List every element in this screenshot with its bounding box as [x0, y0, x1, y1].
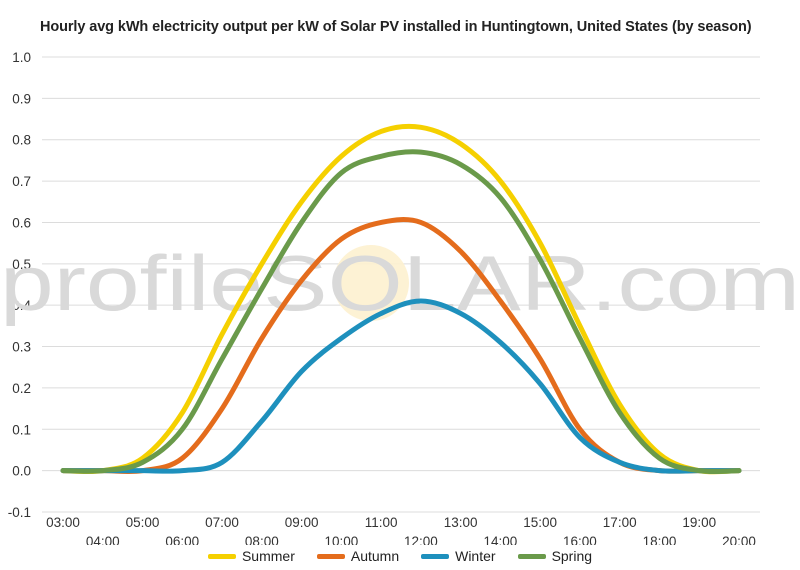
x-tick-label: 04:00 — [86, 534, 120, 545]
x-tick-label: 08:00 — [245, 534, 279, 545]
legend-label: Autumn — [350, 548, 400, 564]
x-tick-label: 18:00 — [643, 534, 677, 545]
x-tick-label: 20:00 — [722, 534, 756, 545]
legend-item-winter[interactable]: Winter — [421, 548, 496, 564]
legend-swatch — [207, 553, 236, 559]
y-tick-label: -0.1 — [8, 505, 31, 520]
watermark-text: profileSOLAR.com — [0, 239, 800, 327]
x-tick-label: 10:00 — [324, 534, 358, 545]
legend-item-summer[interactable]: Summer — [207, 548, 295, 564]
x-tick-label: 06:00 — [165, 534, 199, 545]
y-axis: 1.0 0.9 0.8 0.7 0.6 0.5 0.4 0.3 0.2 0.1 0.0 -0.1 — [8, 50, 32, 520]
x-tick-label: 11:00 — [365, 515, 398, 530]
legend-swatch — [421, 553, 450, 559]
x-tick-label: 03:00 — [46, 515, 80, 530]
x-tick-label: 19:00 — [682, 515, 716, 530]
y-tick-label: 0.0 — [12, 464, 31, 479]
legend-item-spring[interactable]: Spring — [517, 548, 593, 564]
x-tick-label: 17:00 — [603, 515, 637, 530]
y-tick-label: 0.5 — [12, 257, 31, 272]
x-axis: 03:00 04:00 05:00 06:00 07:00 08:00 09:00 10:00… — [46, 515, 756, 545]
legend-label: Summer — [241, 548, 295, 564]
series-line-winter — [60, 298, 742, 474]
x-tick-label: 09:00 — [285, 515, 319, 530]
x-tick-label: 15:00 — [523, 515, 557, 530]
y-tick-label: 0.9 — [12, 91, 31, 106]
legend-label: Spring — [551, 548, 593, 564]
legend-swatch — [316, 553, 345, 559]
y-tick-label: 0.1 — [12, 422, 31, 437]
legend: Summer Autumn Winter Spring — [0, 548, 800, 564]
series-line-summer — [60, 123, 742, 475]
legend-swatch — [517, 553, 546, 559]
legend-label: Winter — [455, 548, 496, 564]
line-chart: 1.0 0.9 0.8 0.7 0.6 0.5 0.4 0.3 0.2 0.1 0.0 -0.1 03… — [0, 50, 800, 545]
y-tick-label: 0.3 — [12, 340, 31, 355]
watermark: profileSOLAR.com — [0, 239, 800, 327]
series-line-spring — [60, 149, 742, 475]
x-tick-label: 12:00 — [404, 534, 438, 545]
x-tick-label: 16:00 — [563, 534, 597, 545]
legend-item-autumn[interactable]: Autumn — [316, 548, 400, 564]
y-tick-label: 0.2 — [12, 381, 31, 396]
y-tick-label: 0.7 — [12, 174, 31, 189]
x-tick-label: 14:00 — [484, 534, 518, 545]
x-tick-label: 13:00 — [444, 515, 478, 530]
y-tick-label: 0.6 — [12, 215, 31, 230]
y-tick-label: 1.0 — [12, 50, 31, 65]
series-lines — [60, 123, 742, 475]
y-tick-label: 0.8 — [12, 133, 31, 148]
chart-title: Hourly avg kWh electricity output per kW… — [40, 19, 752, 35]
x-tick-label: 05:00 — [126, 515, 160, 530]
y-tick-label: 0.4 — [12, 298, 31, 313]
x-tick-label: 07:00 — [205, 515, 239, 530]
